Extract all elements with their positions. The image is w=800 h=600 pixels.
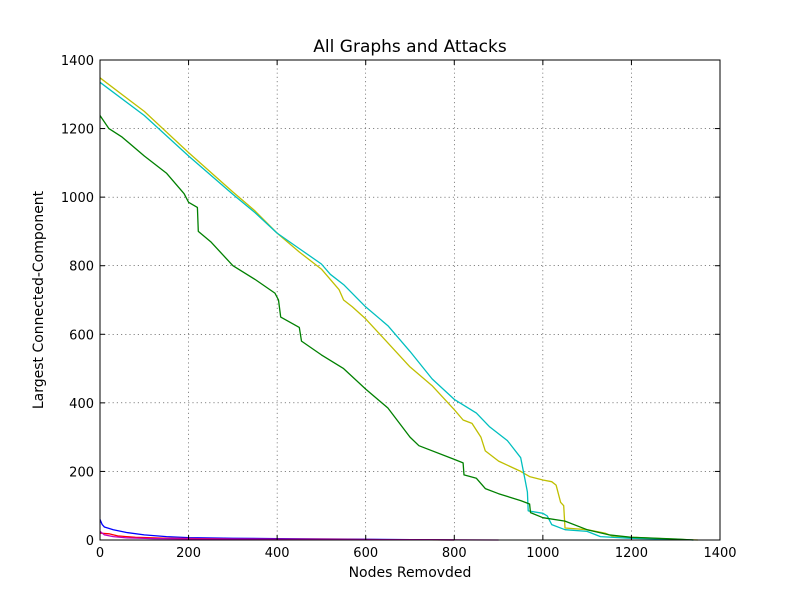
x-tick-label: 1200	[615, 546, 648, 561]
x-tick-label: 800	[442, 546, 467, 561]
chart-title: All Graphs and Attacks	[313, 37, 507, 57]
series-line-2	[99, 81, 694, 541]
y-tick-label: 400	[69, 397, 94, 412]
y-axis-label: Largest Connected-Component	[31, 190, 47, 409]
y-tick-label: 600	[69, 328, 94, 343]
x-tick-label: 1000	[526, 546, 559, 561]
grid-lines	[100, 60, 720, 540]
y-tick-label: 0	[86, 534, 94, 549]
y-tick-label: 200	[69, 465, 94, 480]
x-tick-label: 200	[176, 546, 201, 561]
y-tick-labels: 0 200 400 600 800 1000 1200 1400	[61, 54, 94, 549]
x-tick-labels: 0 200 400 600 800 1000 1200 1400	[96, 546, 737, 561]
series-lines	[99, 77, 698, 541]
x-tick-label: 1400	[703, 546, 736, 561]
series-line-1	[99, 77, 698, 541]
x-axis-label: Nodes Removded	[349, 565, 472, 581]
y-tick-label: 1200	[61, 123, 94, 138]
x-tick-label: 600	[353, 546, 378, 561]
x-tick-label: 400	[265, 546, 290, 561]
plot-frame	[99, 59, 721, 541]
y-tick-label: 1400	[61, 54, 94, 69]
y-tick-label: 800	[69, 260, 94, 275]
axis-ticks	[99, 59, 721, 541]
x-tick-label: 0	[96, 546, 104, 561]
y-tick-label: 1000	[61, 191, 94, 206]
series-line-3	[99, 115, 694, 541]
